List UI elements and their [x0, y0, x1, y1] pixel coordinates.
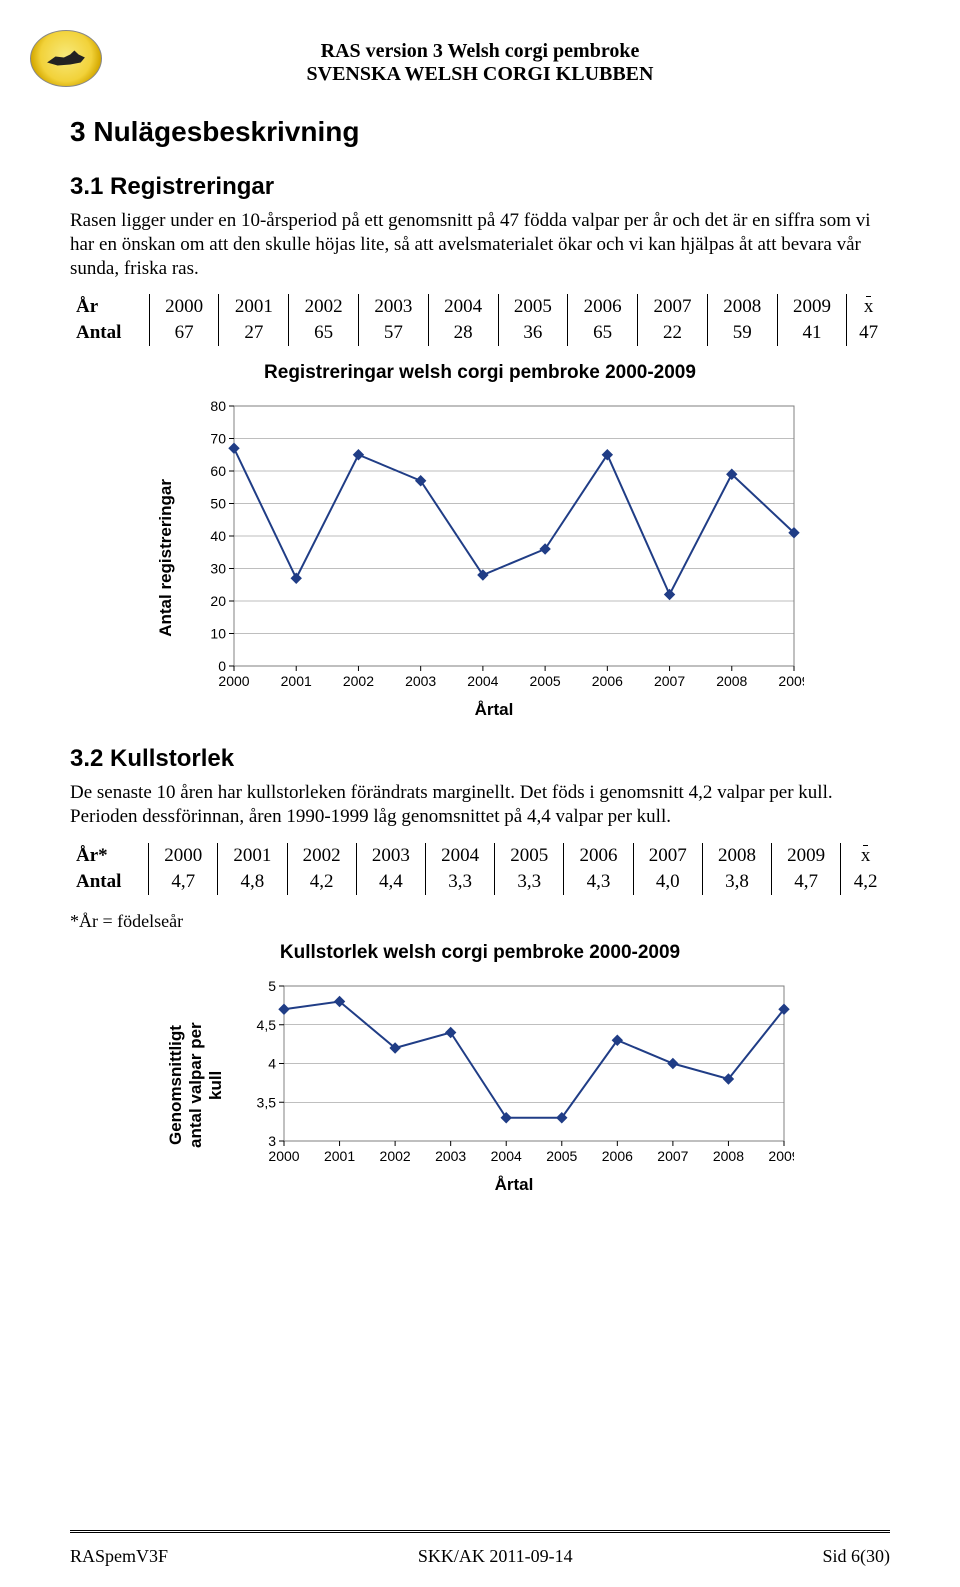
table-row: Antal 4,7 4,8 4,2 4,4 3,3 3,3 4,3 4,0 3,…: [70, 869, 890, 895]
page-footer: RASpemV3F SKK/AK 2011-09-14 Sid 6(30): [70, 1546, 890, 1567]
registrations-table: År 2000 2001 2002 2003 2004 2005 2006 20…: [70, 294, 890, 346]
section-3-1-title: 3.1 Registreringar: [70, 173, 890, 201]
svg-text:60: 60: [210, 463, 226, 479]
section-3-2-body: De senaste 10 åren har kullstorleken för…: [70, 781, 890, 829]
svg-text:4: 4: [268, 1055, 276, 1071]
mean-value: 47: [847, 320, 890, 346]
svg-text:2007: 2007: [654, 673, 685, 689]
litter-chart-svg: 3 3,5 4 4,5 5 2000 2001 2002 2003 2004 2005 2006 200…: [234, 976, 794, 1171]
header-title-1: RAS version 3 Welsh corgi pembroke: [70, 40, 890, 63]
mean-value: 4,2: [841, 869, 890, 895]
svg-text:2006: 2006: [592, 673, 623, 689]
svg-text:2005: 2005: [530, 673, 561, 689]
svg-text:2006: 2006: [602, 1148, 633, 1164]
svg-text:2004: 2004: [467, 673, 498, 689]
footer-right: Sid 6(30): [823, 1546, 891, 1567]
svg-text:50: 50: [210, 496, 226, 512]
section-3-title: 3 Nulägesbeskrivning: [70, 116, 890, 148]
registrations-chart: Antal registreringar 0 10 20 30 40 50 60 70 80 20…: [70, 396, 890, 720]
svg-text:2009: 2009: [768, 1148, 794, 1164]
litter-size-table: År* 2000 2001 2002 2003 2004 2005 2006 2…: [70, 843, 890, 895]
x-axis-label: Årtal: [475, 700, 514, 720]
litter-chart: Genomsnittligt antal valpar per kull 3 3,…: [70, 976, 890, 1195]
svg-text:2003: 2003: [435, 1148, 466, 1164]
svg-text:2000: 2000: [268, 1148, 299, 1164]
svg-text:2007: 2007: [657, 1148, 688, 1164]
svg-text:0: 0: [218, 658, 226, 674]
table-row: Antal 67 27 65 57 28 36 65 22 59 41 47: [70, 320, 890, 346]
page-header: RAS version 3 Welsh corgi pembroke SVENS…: [70, 40, 890, 86]
row-label: År: [70, 294, 149, 320]
svg-text:80: 80: [210, 398, 226, 414]
row-label: Antal: [70, 869, 149, 895]
row-label: Antal: [70, 320, 149, 346]
svg-text:30: 30: [210, 561, 226, 577]
footer-rule: [70, 1530, 890, 1537]
svg-text:3: 3: [268, 1133, 276, 1149]
section-3-1-body: Rasen ligger under en 10-årsperiod på et…: [70, 209, 890, 280]
litter-chart-title: Kullstorlek welsh corgi pembroke 2000-20…: [70, 942, 890, 964]
footer-left: RASpemV3F: [70, 1546, 168, 1567]
svg-text:2001: 2001: [281, 673, 312, 689]
svg-text:2002: 2002: [380, 1148, 411, 1164]
svg-text:2009: 2009: [778, 673, 804, 689]
svg-text:3,5: 3,5: [257, 1094, 277, 1110]
table-footnote: *År = födelseår: [70, 911, 890, 932]
footer-center: SKK/AK 2011-09-14: [418, 1546, 573, 1567]
section-3-2-title: 3.2 Kullstorlek: [70, 745, 890, 773]
svg-text:2008: 2008: [713, 1148, 744, 1164]
svg-text:70: 70: [210, 431, 226, 447]
header-title-2: SVENSKA WELSH CORGI KLUBBEN: [70, 63, 890, 86]
table-row: År 2000 2001 2002 2003 2004 2005 2006 20…: [70, 294, 890, 320]
svg-text:2000: 2000: [218, 673, 249, 689]
mean-symbol: x: [847, 294, 890, 320]
svg-text:2005: 2005: [546, 1148, 577, 1164]
row-label: År*: [70, 843, 149, 869]
svg-text:2002: 2002: [343, 673, 374, 689]
y-axis-label: Genomsnittligt antal valpar per kull: [166, 1010, 226, 1160]
registrations-chart-svg: 0 10 20 30 40 50 60 70 80 2000 2001 2002 2003 2004 200…: [184, 396, 804, 696]
svg-text:2001: 2001: [324, 1148, 355, 1164]
svg-text:2004: 2004: [491, 1148, 522, 1164]
y-axis-label: Antal registreringar: [156, 479, 176, 637]
svg-text:20: 20: [210, 593, 226, 609]
svg-text:2008: 2008: [716, 673, 747, 689]
table-row: År* 2000 2001 2002 2003 2004 2005 2006 2…: [70, 843, 890, 869]
x-axis-label: Årtal: [495, 1175, 534, 1195]
svg-text:40: 40: [210, 528, 226, 544]
club-logo: [30, 30, 102, 87]
svg-text:4,5: 4,5: [257, 1017, 277, 1033]
svg-text:2003: 2003: [405, 673, 436, 689]
mean-symbol: x: [841, 843, 890, 869]
svg-text:5: 5: [268, 978, 276, 994]
registrations-chart-title: Registreringar welsh corgi pembroke 2000…: [70, 362, 890, 384]
svg-text:10: 10: [210, 626, 226, 642]
